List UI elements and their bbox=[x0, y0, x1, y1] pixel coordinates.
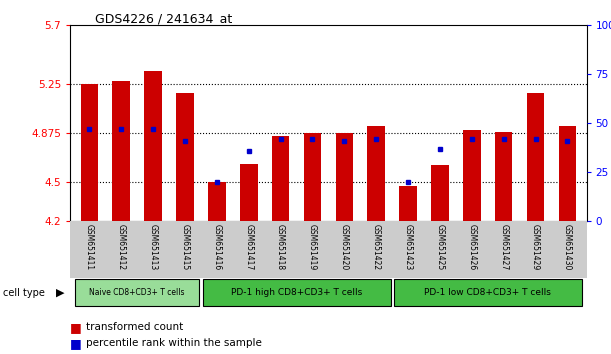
Text: GDS4226 / 241634_at: GDS4226 / 241634_at bbox=[95, 12, 232, 25]
Text: GSM651419: GSM651419 bbox=[308, 224, 317, 270]
Text: ■: ■ bbox=[70, 321, 82, 334]
Bar bbox=[367, 126, 385, 221]
Text: GSM651411: GSM651411 bbox=[85, 224, 94, 270]
Bar bbox=[202, 279, 390, 307]
Bar bbox=[240, 164, 257, 221]
Text: cell type: cell type bbox=[3, 288, 45, 298]
Text: GSM651417: GSM651417 bbox=[244, 224, 253, 270]
Text: GSM651416: GSM651416 bbox=[213, 224, 221, 270]
Text: GSM651422: GSM651422 bbox=[371, 224, 381, 270]
Text: GSM651415: GSM651415 bbox=[180, 224, 189, 270]
Text: transformed count: transformed count bbox=[86, 322, 183, 332]
Bar bbox=[558, 126, 576, 221]
Bar bbox=[81, 84, 98, 221]
Bar bbox=[335, 133, 353, 221]
Text: PD-1 high CD8+CD3+ T cells: PD-1 high CD8+CD3+ T cells bbox=[231, 289, 362, 297]
Text: GSM651413: GSM651413 bbox=[148, 224, 158, 270]
Bar bbox=[304, 133, 321, 221]
Bar bbox=[431, 165, 448, 221]
Text: GSM651430: GSM651430 bbox=[563, 224, 572, 270]
Bar bbox=[208, 182, 225, 221]
Text: GSM651412: GSM651412 bbox=[117, 224, 126, 270]
Text: GSM651423: GSM651423 bbox=[404, 224, 412, 270]
Text: GSM651425: GSM651425 bbox=[436, 224, 444, 270]
Text: GSM651418: GSM651418 bbox=[276, 224, 285, 270]
Text: ■: ■ bbox=[70, 337, 82, 350]
Bar bbox=[144, 70, 162, 221]
Text: Naive CD8+CD3+ T cells: Naive CD8+CD3+ T cells bbox=[89, 289, 185, 297]
Bar bbox=[272, 136, 290, 221]
Text: PD-1 low CD8+CD3+ T cells: PD-1 low CD8+CD3+ T cells bbox=[424, 289, 551, 297]
Bar bbox=[176, 93, 194, 221]
Text: GSM651429: GSM651429 bbox=[531, 224, 540, 270]
Text: GSM651426: GSM651426 bbox=[467, 224, 477, 270]
Bar bbox=[112, 81, 130, 221]
Bar bbox=[75, 279, 199, 307]
Bar bbox=[495, 132, 513, 221]
Bar bbox=[463, 130, 481, 221]
Text: GSM651420: GSM651420 bbox=[340, 224, 349, 270]
Bar bbox=[527, 93, 544, 221]
Bar bbox=[393, 279, 582, 307]
Text: ▶: ▶ bbox=[56, 288, 64, 298]
Text: GSM651427: GSM651427 bbox=[499, 224, 508, 270]
Bar bbox=[400, 186, 417, 221]
Text: percentile rank within the sample: percentile rank within the sample bbox=[86, 338, 262, 348]
